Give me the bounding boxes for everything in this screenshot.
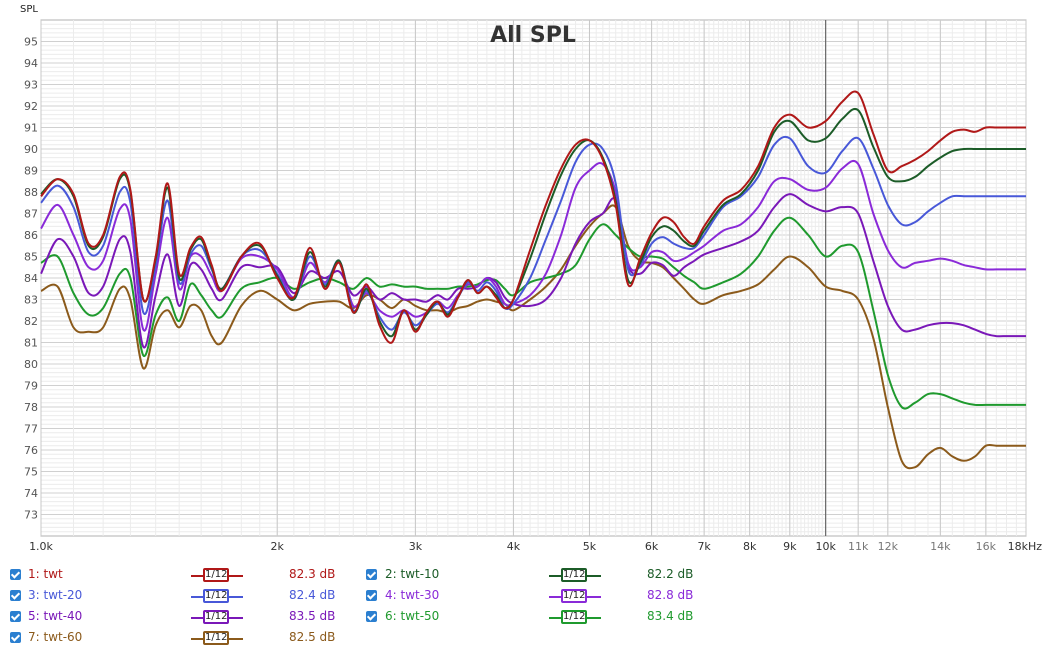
x-tick-label: 9k (783, 540, 797, 553)
y-tick-label: 94 (24, 57, 38, 70)
y-tick-label: 83 (24, 294, 38, 307)
smoothing-badge: 1/12 (203, 610, 229, 624)
legend-checkbox[interactable] (366, 611, 377, 622)
legend-value: 82.8 dB (647, 588, 694, 602)
legend-checkbox[interactable] (10, 632, 21, 643)
y-tick-label: 81 (24, 337, 38, 350)
legend-checkbox[interactable] (366, 569, 377, 580)
chart-title: All SPL (490, 23, 576, 48)
legend-entry: 6: twt-50 1/12 83.4 dB (0, 608, 1046, 628)
y-tick-label: 85 (24, 251, 38, 264)
legend-value: 82.5 dB (289, 630, 336, 644)
legend-value: 82.4 dB (289, 588, 336, 602)
y-tick-label: 88 (24, 186, 38, 199)
x-tick-label: 7k (697, 540, 711, 553)
x-tick-label: 12k (878, 540, 899, 553)
legend-label[interactable]: 1: twt (28, 567, 63, 581)
y-tick-label: 91 (24, 122, 38, 135)
y-tick-label: 78 (24, 401, 38, 414)
y-tick-label: 95 (24, 36, 38, 49)
legend-value: 83.5 dB (289, 609, 336, 623)
legend-entry: 2: twt-10 1/12 82.2 dB (0, 566, 1046, 586)
series-line-3 (40, 135, 1026, 331)
legend-label[interactable]: 5: twt-40 (28, 609, 83, 623)
legend-label[interactable]: 2: twt-10 (385, 567, 440, 581)
legend-value: 82.3 dB (289, 567, 336, 581)
y-tick-label: 92 (24, 100, 38, 113)
x-tick-label: 11k (848, 540, 869, 553)
smoothing-badge: 1/12 (203, 568, 229, 582)
x-tick-label: 5k (583, 540, 597, 553)
y-tick-label: 73 (24, 509, 38, 522)
x-tick-label: 16k (976, 540, 997, 553)
x-tick-label: 2k (271, 540, 285, 553)
legend-checkbox[interactable] (10, 611, 21, 622)
legend-entry: 3: twt-20 1/12 82.4 dB (0, 587, 1046, 607)
x-tick-label: 18kHz (1008, 540, 1043, 553)
legend-label[interactable]: 7: twt-60 (28, 630, 83, 644)
series-line-4 (40, 160, 1026, 332)
y-tick-label: 80 (24, 358, 38, 371)
smoothing-badge: 1/12 (561, 568, 587, 582)
smoothing-badge: 1/12 (203, 631, 229, 645)
smoothing-badge: 1/12 (561, 589, 587, 603)
x-tick-label: 14k (930, 540, 951, 553)
x-tick-label: 4k (507, 540, 521, 553)
y-axis-label: SPL (20, 4, 38, 15)
x-tick-label: 10k (816, 540, 837, 553)
legend-swatch[interactable]: 1/12 (191, 631, 243, 645)
legend-swatch[interactable]: 1/12 (191, 610, 243, 624)
smoothing-badge: 1/12 (561, 610, 587, 624)
x-tick-label: 6k (645, 540, 659, 553)
legend-label[interactable]: 3: twt-20 (28, 588, 83, 602)
y-tick-label: 79 (24, 380, 38, 393)
legend-swatch[interactable]: 1/12 (191, 568, 243, 582)
smoothing-badge: 1/12 (203, 589, 229, 603)
y-tick-label: 82 (24, 315, 38, 328)
y-tick-label: 74 (24, 487, 38, 500)
y-tick-label: 77 (24, 423, 38, 436)
y-tick-label: 87 (24, 208, 38, 221)
y-tick-label: 89 (24, 165, 38, 178)
series-line-1 (40, 90, 1026, 344)
legend-checkbox[interactable] (10, 569, 21, 580)
y-tick-label: 86 (24, 229, 38, 242)
legend-swatch[interactable]: 1/12 (549, 610, 601, 624)
y-tick-label: 75 (24, 466, 38, 479)
legend-entry: 5: twt-40 1/12 83.5 dB (0, 608, 1046, 628)
legend-entry: 1: twt 1/12 82.3 dB (0, 566, 1046, 586)
legend-swatch[interactable]: 1/12 (191, 589, 243, 603)
legend: 1: twt 1/12 82.3 dB 2: twt-10 1/12 82.2 dB 3: … (0, 562, 1046, 648)
legend-entry: 4: twt-30 1/12 82.8 dB (0, 587, 1046, 607)
legend-entry: 7: twt-60 1/12 82.5 dB (0, 629, 1046, 649)
legend-swatch[interactable]: 1/12 (549, 589, 601, 603)
legend-label[interactable]: 6: twt-50 (385, 609, 440, 623)
series-line-5 (40, 193, 1026, 349)
y-tick-label: 84 (24, 272, 38, 285)
legend-checkbox[interactable] (366, 590, 377, 601)
legend-value: 82.2 dB (647, 567, 694, 581)
x-tick-label: 8k (743, 540, 757, 553)
legend-value: 83.4 dB (647, 609, 694, 623)
y-tick-label: 76 (24, 444, 38, 457)
series-line-6 (40, 216, 1026, 410)
legend-label[interactable]: 4: twt-30 (385, 588, 440, 602)
x-tick-label: 3k (409, 540, 423, 553)
legend-checkbox[interactable] (10, 590, 21, 601)
legend-swatch[interactable]: 1/12 (549, 568, 601, 582)
spl-chart-svg[interactable]: 73 74 75 76 77 78 79 80 81 82 83 84 85 86 87 88 89 90 91 92… (0, 0, 1046, 560)
x-tick-label: 1.0k (29, 540, 53, 553)
spl-chart[interactable]: 73 74 75 76 77 78 79 80 81 82 83 84 85 86 87 88 89 90 91 92… (0, 0, 1046, 560)
y-tick-label: 93 (24, 79, 38, 92)
y-tick-label: 90 (24, 143, 38, 156)
